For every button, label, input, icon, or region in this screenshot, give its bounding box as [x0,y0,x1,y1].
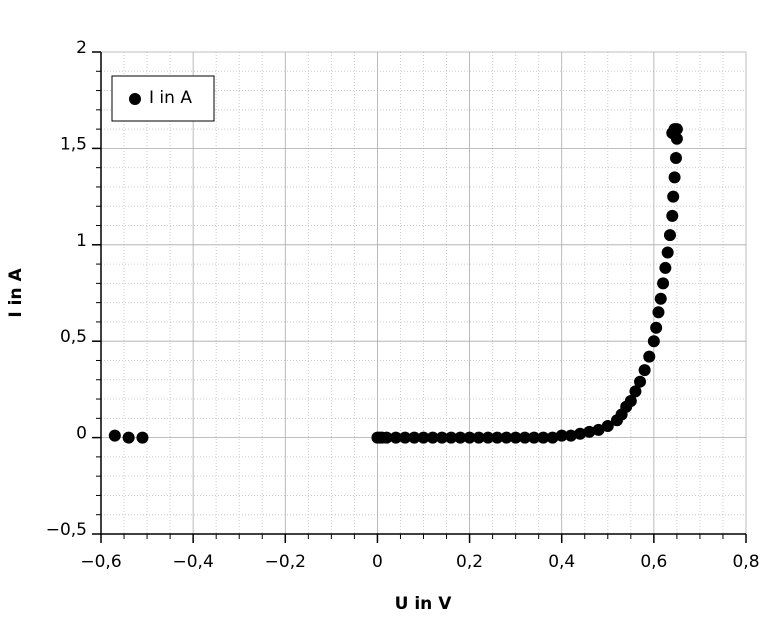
point [661,246,674,259]
point [491,431,504,444]
point [652,306,665,319]
x-tick-label: 0,6 [640,552,667,572]
point [528,431,541,444]
point [380,431,393,444]
y-tick-label: 2 [76,38,87,58]
point [647,335,660,348]
point [643,350,656,363]
point [408,431,421,444]
point [399,431,412,444]
point [555,429,568,442]
x-tick-label: −0,2 [265,552,306,572]
point [657,277,670,290]
point [668,171,681,184]
point [663,229,676,242]
point [624,394,637,407]
point [389,431,402,444]
point [669,152,682,165]
point [454,431,467,444]
point [654,292,667,305]
x-tick-label: 0,4 [548,552,575,572]
y-tick-label: 0,5 [60,327,87,347]
point [650,321,663,334]
point [509,431,522,444]
y-axis-label: I in A [6,268,26,318]
y-tick-label: 1 [76,231,87,251]
x-tick-label: 0,2 [456,552,483,572]
point [564,429,577,442]
x-tick-label: 0 [372,552,383,572]
x-tick-label: −0,6 [80,552,121,572]
point [666,126,679,139]
legend-marker [129,93,141,105]
point [634,375,647,388]
point [601,420,614,433]
point [108,429,121,442]
legend-box [111,75,215,122]
point [518,431,531,444]
point [659,261,672,274]
x-axis-label: U in V [395,594,453,614]
point [666,209,679,222]
point [445,431,458,444]
point [472,431,485,444]
point [500,431,513,444]
point [574,427,587,440]
point [667,190,680,203]
point [463,431,476,444]
point [546,431,559,444]
point [583,425,596,438]
point [629,385,642,398]
y-tick-label: −0,5 [46,520,87,540]
point [482,431,494,444]
point [136,431,149,444]
point [537,431,550,444]
x-tick-label: 0,8 [732,552,759,572]
legend-label: I in A [149,88,192,108]
y-tick-label: 1,5 [60,134,87,154]
point [417,431,430,444]
x-tick-label: −0,4 [173,552,214,572]
point [638,364,651,377]
point [592,423,605,436]
point [122,431,135,444]
point [426,431,439,444]
point [435,431,448,444]
y-tick-label: 0 [76,424,87,444]
